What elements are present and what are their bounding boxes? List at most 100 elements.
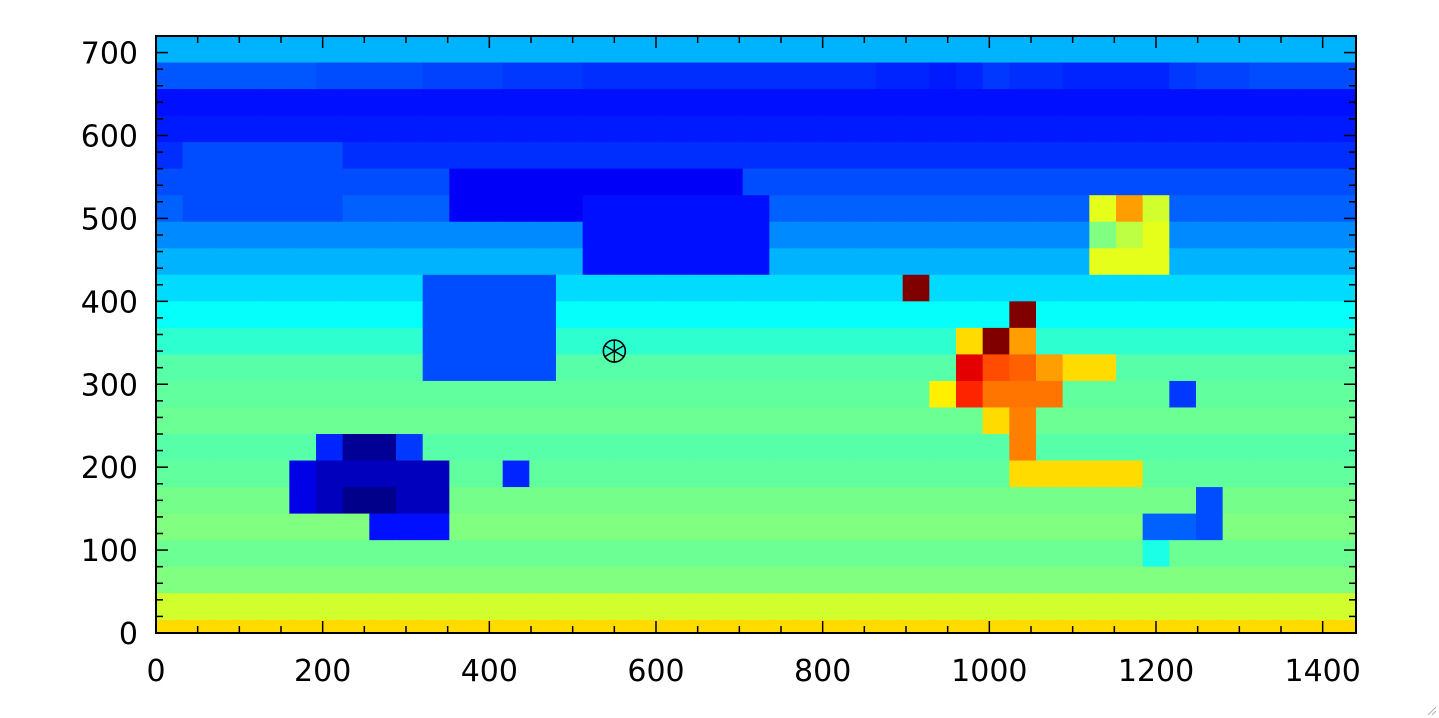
heatmap-cell (1062, 168, 1090, 196)
heatmap-cell (1276, 566, 1304, 594)
heatmap-cell (636, 248, 664, 276)
heatmap-cell (316, 89, 344, 117)
heatmap-cell (742, 248, 770, 276)
y-tick-label: 600 (81, 120, 138, 155)
heatmap-cell (529, 62, 557, 90)
heatmap-cell (769, 168, 797, 196)
heatmap-cell (529, 221, 557, 249)
heatmap-cell (769, 354, 797, 382)
heatmap-cell (236, 62, 264, 90)
heatmap-cell (689, 301, 717, 329)
heatmap-cell (396, 248, 424, 276)
heatmap-cell (982, 487, 1010, 515)
heatmap-cell (156, 434, 184, 462)
heatmap-cell (796, 619, 824, 634)
heatmap-cell (1116, 407, 1144, 435)
heatmap-cell (182, 619, 210, 634)
heatmap-cell (1196, 540, 1224, 568)
heatmap-cell (502, 248, 530, 276)
heatmap-cell (609, 434, 637, 462)
heatmap-cell (1276, 62, 1304, 90)
heatmap-cell (662, 619, 690, 634)
heatmap-cell (502, 115, 530, 143)
heatmap-cell (849, 566, 877, 594)
heatmap-cell (1089, 36, 1117, 64)
heatmap-cell (1062, 327, 1090, 355)
heatmap-cell (449, 540, 477, 568)
heatmap-cell (396, 434, 424, 462)
heatmap-cell (449, 513, 477, 541)
heatmap-cell (1196, 354, 1224, 382)
heatmap-cell (1249, 540, 1277, 568)
heatmap-cell (1089, 540, 1117, 568)
heatmap-cell (1142, 540, 1170, 568)
heatmap-cell (956, 380, 984, 409)
heatmap-cell (556, 274, 584, 302)
heatmap-cell (902, 460, 930, 488)
resize-grip-icon[interactable] (1425, 704, 1437, 716)
heatmap-cell (422, 89, 450, 117)
heatmap-cell (902, 168, 930, 196)
heatmap-cell (1062, 593, 1090, 621)
heatmap-cell (476, 327, 504, 355)
heatmap-cell (316, 354, 344, 382)
heatmap-cell (849, 460, 877, 488)
heatmap-cell (369, 274, 397, 302)
heatmap-cell (342, 540, 370, 568)
heatmap-cell (1142, 593, 1170, 621)
heatmap-cell (902, 274, 930, 302)
heatmap-cell (1062, 115, 1090, 143)
heatmap-cell (556, 460, 584, 488)
heatmap-cell (822, 593, 850, 621)
heatmap-cell (689, 221, 717, 249)
heatmap-cell (289, 354, 317, 382)
heatmap-cell (369, 513, 397, 541)
heatmap-cell (156, 248, 184, 276)
heatmap-cell (182, 301, 210, 329)
heatmap-cell (1062, 221, 1090, 249)
heatmap-cell (582, 407, 610, 435)
heatmap-cell (1062, 274, 1090, 302)
heatmap-cell (716, 434, 744, 462)
heatmap-cell (182, 513, 210, 541)
heatmap-cell (1036, 593, 1064, 621)
heatmap-cell (236, 407, 264, 435)
heatmap-cell (396, 407, 424, 435)
heatmap-cell (1249, 566, 1277, 594)
heatmap-cell (796, 593, 824, 621)
heatmap-cell (902, 593, 930, 621)
heatmap-cell (1276, 36, 1304, 64)
heatmap-cell (556, 195, 584, 223)
heatmap-cell (1169, 168, 1197, 196)
heatmap-cell (929, 36, 957, 64)
heatmap-cell (849, 89, 877, 117)
heatmap-cell (982, 513, 1010, 541)
heatmap-cell (1196, 460, 1224, 488)
heatmap-cell (876, 354, 904, 382)
heatmap-cell (396, 540, 424, 568)
heatmap-cell (1302, 89, 1330, 117)
heatmap-cell (1276, 540, 1304, 568)
heatmap-cell (716, 274, 744, 302)
heatmap-cell (1009, 513, 1037, 541)
heatmap-cell (449, 327, 477, 355)
heatmap-cell (822, 513, 850, 541)
heatmap-cell (742, 168, 770, 196)
heatmap-cell (556, 513, 584, 541)
heatmap-cell (1089, 274, 1117, 302)
heatmap-cell (689, 62, 717, 90)
heatmap-cell (1329, 619, 1357, 634)
heatmap-cell (662, 62, 690, 90)
heatmap-cell (209, 407, 237, 435)
heatmap-cell (316, 115, 344, 143)
heatmap-cell (156, 540, 184, 568)
heatmap-cell (876, 168, 904, 196)
heatmap-cell (849, 142, 877, 170)
heatmap-cell (689, 380, 717, 409)
heatmap-cell (636, 36, 664, 64)
heatmap-cell (449, 62, 477, 90)
heatmap-cell (262, 274, 290, 302)
heatmap-cell (1222, 248, 1250, 276)
heatmap-cell (1169, 487, 1197, 515)
heatmap-cell (689, 168, 717, 196)
